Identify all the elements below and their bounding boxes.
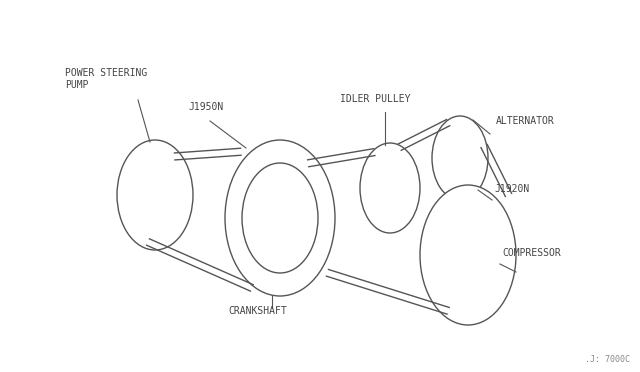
Text: IDLER PULLEY: IDLER PULLEY — [340, 94, 410, 104]
Ellipse shape — [420, 185, 516, 325]
Ellipse shape — [225, 140, 335, 296]
Text: J1950N: J1950N — [188, 102, 223, 112]
Text: COMPRESSOR: COMPRESSOR — [502, 248, 561, 258]
Text: J1920N: J1920N — [494, 184, 529, 194]
Text: POWER STEERING
PUMP: POWER STEERING PUMP — [65, 68, 147, 90]
Text: .J: 7000C: .J: 7000C — [585, 355, 630, 364]
Text: CRANKSHAFT: CRANKSHAFT — [228, 306, 287, 316]
Ellipse shape — [117, 140, 193, 250]
Ellipse shape — [242, 163, 318, 273]
Text: ALTERNATOR: ALTERNATOR — [496, 116, 555, 126]
Ellipse shape — [360, 143, 420, 233]
Ellipse shape — [432, 116, 488, 200]
